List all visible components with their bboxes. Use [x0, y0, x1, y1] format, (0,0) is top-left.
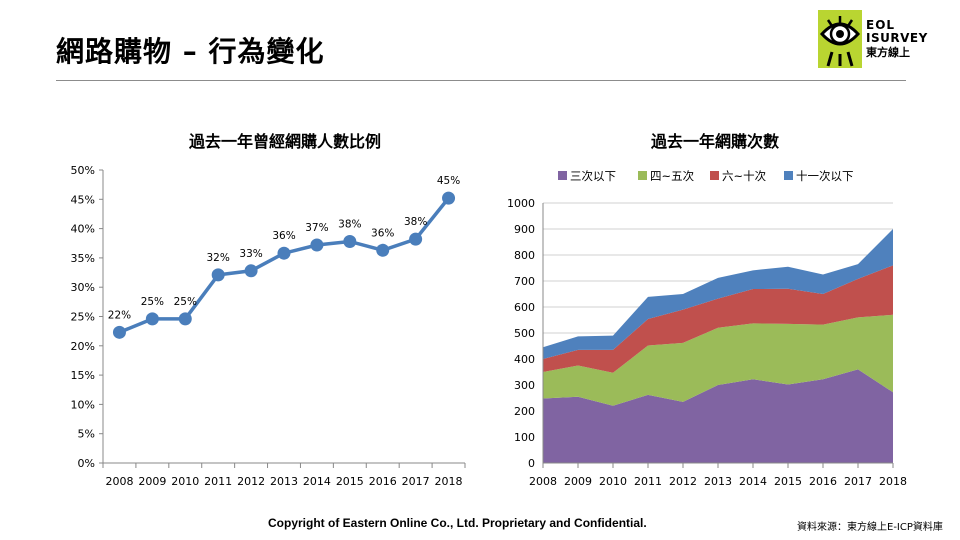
y-tick-label: 700: [514, 275, 535, 288]
data-point: [409, 232, 423, 246]
y-tick-label: 1000: [507, 197, 535, 210]
x-tick-label: 2010: [599, 475, 627, 488]
x-tick-label: 2017: [402, 475, 430, 488]
x-tick-label: 2017: [844, 475, 872, 488]
legend-label: 十一次以下: [796, 169, 854, 183]
data-label: 32%: [207, 252, 230, 264]
logo-text-company: 東方線上: [866, 46, 910, 59]
x-tick-label: 2014: [739, 475, 767, 488]
y-tick-label: 35%: [71, 252, 95, 265]
data-label: 36%: [272, 230, 295, 242]
legend-label: 三次以下: [570, 169, 616, 183]
x-tick-label: 2016: [809, 475, 837, 488]
eye-logo-icon: [818, 10, 862, 68]
logo-text-eol: EOL: [866, 18, 896, 32]
y-tick-label: 0%: [78, 457, 95, 470]
y-tick-label: 5%: [78, 428, 95, 441]
data-label: 38%: [338, 218, 361, 230]
data-label: 38%: [404, 216, 427, 228]
y-tick-label: 800: [514, 249, 535, 262]
data-point: [244, 264, 258, 278]
x-tick-label: 2009: [564, 475, 592, 488]
page-title: 網路購物 – 行為變化: [56, 35, 325, 68]
x-tick-label: 2018: [879, 475, 907, 488]
area-chart-title: 過去一年網購次數: [650, 132, 779, 151]
y-tick-label: 50%: [71, 164, 95, 177]
legend-swatch: [638, 171, 647, 180]
data-label: 37%: [305, 222, 328, 234]
data-source-note: 資料來源：東方線上E-ICP資料庫: [797, 522, 943, 533]
data-point: [112, 325, 126, 339]
y-tick-label: 45%: [71, 193, 95, 206]
y-tick-label: 10%: [71, 398, 95, 411]
x-tick-label: 2013: [704, 475, 732, 488]
y-tick-label: 200: [514, 405, 535, 418]
y-tick-label: 30%: [71, 281, 95, 294]
legend-label: 六~十次: [722, 169, 767, 183]
data-label: 33%: [239, 248, 262, 260]
data-label: 36%: [371, 227, 394, 239]
x-tick-label: 2015: [336, 475, 364, 488]
data-point: [343, 234, 357, 248]
legend-swatch: [784, 171, 793, 180]
legend-label: 四~五次: [650, 169, 695, 183]
data-label: 45%: [437, 175, 460, 187]
data-point: [178, 312, 192, 326]
y-tick-label: 600: [514, 301, 535, 314]
series-line: [118, 197, 450, 334]
y-tick-label: 300: [514, 379, 535, 392]
y-tick-label: 500: [514, 327, 535, 340]
area-series-4: [543, 229, 893, 359]
legend-swatch: [710, 171, 719, 180]
x-tick-label: 2012: [237, 475, 265, 488]
x-tick-label: 2014: [303, 475, 331, 488]
data-point: [211, 268, 225, 282]
data-point: [310, 238, 324, 252]
x-tick-label: 2009: [138, 475, 166, 488]
legend-swatch: [558, 171, 567, 180]
y-tick-label: 20%: [71, 340, 95, 353]
x-tick-label: 2013: [270, 475, 298, 488]
x-tick-label: 2011: [634, 475, 662, 488]
y-tick-label: 100: [514, 431, 535, 444]
company-logo: EOL ISURVEY 東方線上: [818, 10, 938, 70]
x-tick-label: 2018: [435, 475, 463, 488]
data-point: [277, 246, 291, 260]
logo-text-isurvey: ISURVEY: [866, 31, 928, 45]
data-point: [376, 243, 390, 257]
data-label: 25%: [174, 296, 197, 308]
area-series-2: [543, 314, 893, 406]
x-tick-label: 2008: [105, 475, 133, 488]
data-point: [145, 312, 159, 326]
y-tick-label: 40%: [71, 223, 95, 236]
y-tick-label: 900: [514, 223, 535, 236]
y-tick-label: 0: [528, 457, 535, 470]
data-label: 22%: [108, 309, 131, 321]
x-tick-label: 2010: [171, 475, 199, 488]
copyright-footer: Copyright of Eastern Online Co., Ltd. Pr…: [268, 516, 647, 530]
y-tick-label: 15%: [71, 369, 95, 382]
y-tick-label: 400: [514, 353, 535, 366]
x-tick-label: 2008: [529, 475, 557, 488]
line-chart-title: 過去一年曾經網購人數比例: [188, 132, 381, 151]
x-tick-label: 2012: [669, 475, 697, 488]
x-tick-label: 2011: [204, 475, 232, 488]
data-point: [442, 191, 456, 205]
area-series-3: [543, 265, 893, 373]
x-tick-label: 2015: [774, 475, 802, 488]
y-tick-label: 25%: [71, 311, 95, 324]
title-divider: [56, 80, 906, 81]
x-tick-label: 2016: [369, 475, 397, 488]
area-series-1: [543, 369, 893, 463]
data-label: 25%: [141, 296, 164, 308]
